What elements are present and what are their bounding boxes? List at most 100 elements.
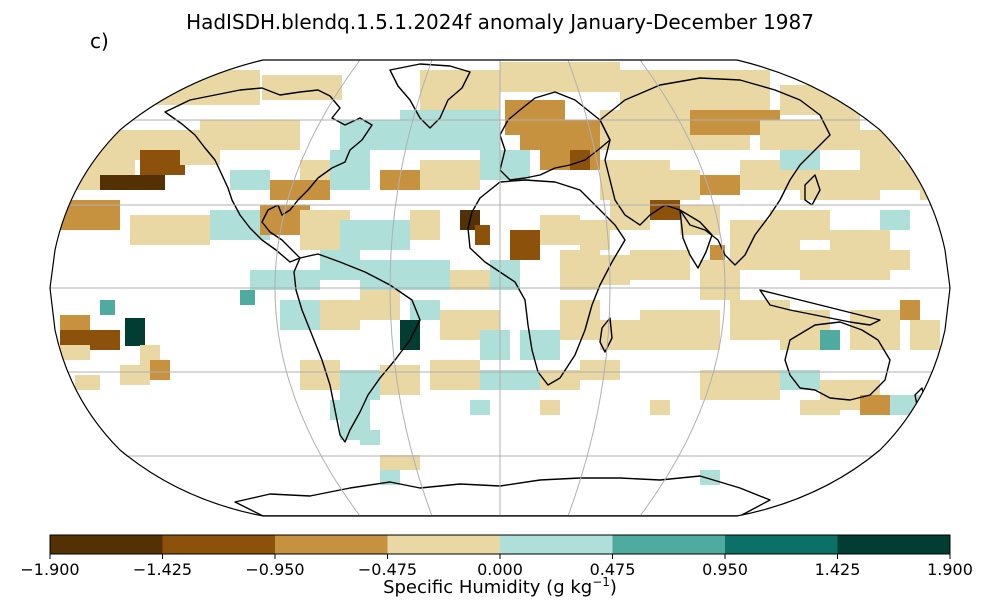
map-gridlines [50, 60, 950, 516]
anomaly-cell [340, 370, 380, 400]
anomaly-cell [400, 110, 500, 150]
anomaly-cell [700, 175, 740, 195]
gridline-meridian-60w [389, 60, 433, 516]
anomaly-cell [250, 270, 320, 290]
colorbar: −1.900 −1.425 −0.950 −0.475 0.000 0.475 0.950 1… [20, 534, 973, 598]
anomaly-cell [560, 250, 600, 290]
anomaly-cell [320, 250, 360, 280]
colorbar-tick-label: −0.950 [245, 560, 304, 579]
colorbar-swatch [725, 535, 838, 554]
anomaly-cell [900, 300, 920, 320]
anomaly-cell [780, 150, 820, 170]
anomaly-cell [125, 318, 145, 346]
colorbar-label: Specific Humidity (g kg−1) [383, 575, 617, 598]
colorbar-swatch [275, 535, 388, 554]
anomaly-cell [380, 455, 420, 470]
gridline-meridian-60e [567, 60, 611, 516]
anomaly-cell [860, 395, 890, 415]
coastline-india [679, 209, 713, 269]
anomaly-cell [100, 175, 165, 190]
anomaly-cell [770, 210, 830, 240]
anomaly-cell [90, 330, 120, 350]
map-title: HadISDH.blendq.1.5.1.2024f anomaly Janua… [186, 10, 814, 34]
anomaly-cell [330, 150, 370, 190]
anomaly-cell [700, 470, 720, 485]
coastline-antarctica [234, 475, 771, 516]
colorbar-tick-label: −1.900 [20, 560, 79, 579]
anomaly-cell [410, 210, 440, 240]
colorbar-swatch [162, 535, 276, 554]
anomaly-cell [380, 470, 400, 485]
anomaly-cell [180, 145, 220, 165]
anomaly-cell [240, 290, 255, 305]
anomaly-cell [640, 310, 720, 350]
anomaly-cell [650, 400, 670, 415]
anomaly-map [50, 60, 950, 516]
anomaly-cell [650, 200, 680, 220]
colorbar-swatch [612, 535, 726, 554]
anomaly-cell [370, 220, 410, 250]
anomaly-cell [380, 170, 420, 190]
coastline-japan [804, 174, 821, 206]
colorbar-tick-label: 0.475 [590, 560, 636, 579]
anomaly-cell [75, 375, 100, 390]
colorbar-swatch [50, 535, 163, 554]
anomaly-cell [800, 400, 840, 415]
colorbar-ticks: −1.900 −1.425 −0.950 −0.475 0.000 0.475 0.950 1… [20, 554, 973, 579]
anomaly-cell [710, 245, 725, 260]
coastline-madagascar [599, 317, 613, 353]
anomaly-cell [600, 160, 670, 200]
anomaly-cell [540, 215, 580, 245]
coastline-greenland [389, 63, 471, 129]
anomaly-cell [560, 300, 600, 340]
anomaly-cell [410, 300, 440, 320]
map-outline [49, 59, 951, 517]
anomaly-cell [580, 360, 620, 380]
coastline-asia [599, 77, 831, 266]
anomaly-cell [520, 330, 560, 360]
anomaly-cell [480, 330, 510, 360]
anomaly-cell [820, 330, 840, 350]
anomaly-cell [540, 400, 560, 415]
anomaly-cell [600, 320, 640, 350]
anomaly-cell [430, 360, 480, 390]
anomaly-cell [840, 250, 890, 280]
anomaly-cell [270, 180, 330, 200]
gridline-meridian-120e [639, 60, 726, 516]
anomaly-cell [920, 180, 940, 200]
anomaly-cell [480, 370, 540, 390]
anomaly-cell [700, 260, 740, 300]
anomaly-cell [860, 160, 920, 190]
anomaly-cell [120, 365, 150, 385]
anomaly-cell [60, 345, 90, 360]
anomaly-cell [880, 210, 910, 230]
colorbar-swatch [837, 535, 951, 554]
anomaly-cell [380, 365, 420, 395]
anomaly-cell [360, 430, 380, 445]
coastline-africa [467, 179, 626, 386]
colorbar-tick-label: 1.900 [927, 560, 973, 579]
colorbar-tick-label: −1.425 [133, 560, 192, 579]
anomaly-cell [450, 270, 490, 290]
anomaly-cell [600, 255, 630, 285]
anomaly-cell [910, 320, 940, 350]
anomaly-cell [360, 290, 400, 320]
colorbar-swatch [500, 535, 613, 554]
anomaly-cell [130, 215, 210, 245]
coastlines [164, 63, 926, 516]
anomaly-cell [140, 150, 185, 175]
anomaly-cell [420, 260, 450, 290]
anomaly-cell [660, 170, 700, 200]
anomaly-cell [400, 320, 420, 350]
coastline-north-america [164, 87, 373, 263]
anomaly-cell [800, 250, 840, 280]
coastline-south-america [293, 253, 421, 443]
anomaly-cell [630, 250, 690, 280]
gridline-meridian-120w [274, 60, 361, 516]
anomaly-cell [700, 370, 780, 400]
anomaly-cell [330, 400, 370, 420]
anomaly-cell [150, 70, 260, 105]
colorbar-tick-label: 0.000 [477, 560, 523, 579]
coastline-australia [784, 321, 891, 401]
